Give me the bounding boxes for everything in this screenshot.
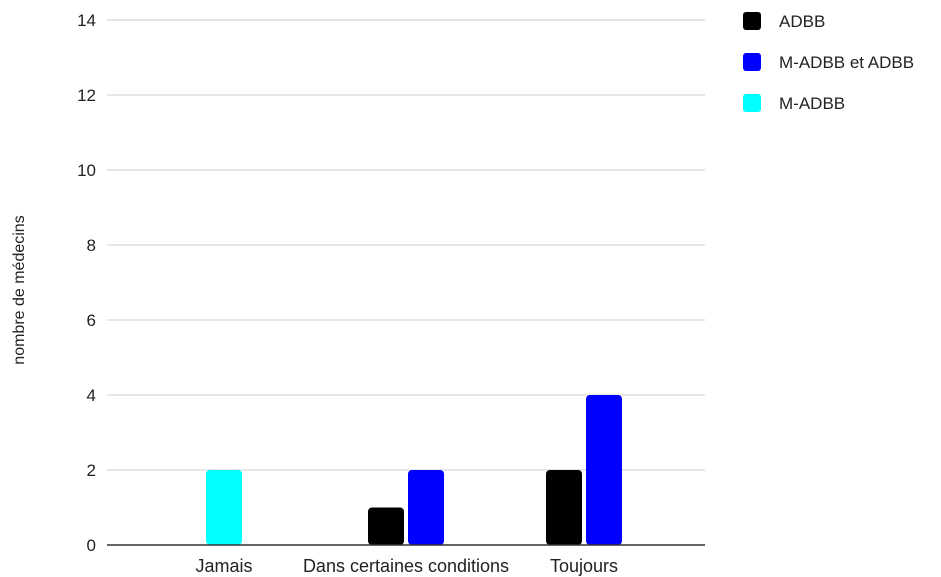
- y-axis-ticks: 0 2 4 6 8 10 12 14: [77, 11, 96, 555]
- gridlines: [107, 19, 705, 471]
- bar-m-adbb-et-adbb: [586, 395, 622, 545]
- legend-swatch: [743, 53, 761, 71]
- bars: [206, 395, 622, 545]
- y-tick-label: 14: [77, 11, 96, 30]
- x-category-label: Jamais: [195, 556, 252, 576]
- legend-label: ADBB: [779, 12, 825, 31]
- y-tick-label: 4: [87, 386, 96, 405]
- x-category-label: Dans certaines conditions: [303, 556, 509, 576]
- legend-label: M-ADBB: [779, 94, 845, 113]
- x-axis-labels: Jamais Dans certaines conditions Toujours: [195, 556, 618, 576]
- bar-adbb: [546, 470, 582, 545]
- legend-swatch: [743, 94, 761, 112]
- x-category-label: Toujours: [550, 556, 618, 576]
- legend: ADBB M-ADBB et ADBB M-ADBB: [743, 12, 914, 113]
- y-tick-label: 6: [87, 311, 96, 330]
- bar-m-adbb: [206, 470, 242, 545]
- y-axis-title: nombre de médecins: [11, 215, 28, 364]
- y-tick-label: 2: [87, 461, 96, 480]
- y-tick-label: 8: [87, 236, 96, 255]
- legend-swatch: [743, 12, 761, 30]
- legend-label: M-ADBB et ADBB: [779, 53, 914, 72]
- bar-m-adbb-et-adbb: [408, 470, 444, 545]
- bar-adbb: [368, 507, 404, 545]
- y-tick-label: 12: [77, 86, 96, 105]
- y-tick-label: 10: [77, 161, 96, 180]
- y-tick-label: 0: [87, 536, 96, 555]
